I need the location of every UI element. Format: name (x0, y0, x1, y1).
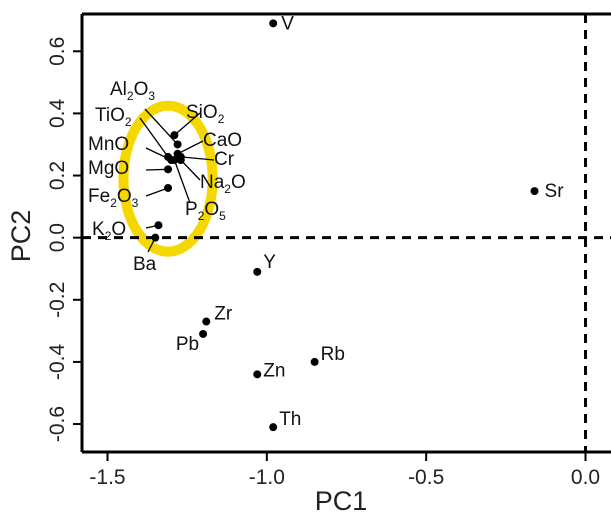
label-main-2: O (117, 186, 132, 207)
y-tick-label: -0.6 (46, 406, 69, 442)
label-main: V (281, 13, 294, 34)
label-main: Y (263, 252, 276, 273)
point-mgo (164, 165, 173, 174)
y-tick-label: 0.6 (46, 37, 69, 66)
point-k2o (154, 221, 163, 230)
leader-line-na2o (180, 159, 201, 181)
label-main-2: O (111, 219, 126, 240)
point-ba (151, 233, 160, 242)
label-subscript: 2 (125, 115, 132, 129)
label-subscript-2: 3 (132, 196, 139, 210)
label-subscript: 2 (127, 89, 134, 103)
leader-line-cr (180, 156, 215, 161)
leader-line-p2o5 (173, 159, 191, 204)
point-label-cao: CaO (203, 130, 242, 151)
point-zn (253, 370, 262, 379)
leader-line-sio2 (173, 112, 201, 136)
point-fe2o3 (164, 183, 173, 192)
point-th (269, 423, 278, 432)
x-tick-label: -1.0 (249, 466, 285, 489)
y-tick-label: 0.0 (46, 223, 69, 252)
point-label-v: V (281, 13, 294, 34)
label-main: Al (110, 79, 127, 100)
point-label-na2o: Na2O (200, 172, 246, 196)
x-tick-label: -1.5 (89, 466, 125, 489)
point-label-p2o5: P2O5 (185, 199, 226, 223)
label-main: Ba (133, 254, 157, 275)
point-label-mno: MnO (88, 134, 129, 155)
label-main: Zn (263, 360, 285, 381)
point-v (269, 19, 278, 28)
x-tick-label: -0.5 (408, 466, 444, 489)
label-subscript: 2 (198, 209, 205, 223)
label-subscript-2: 5 (219, 209, 226, 223)
point-label-fe2o3: Fe2O3 (88, 186, 139, 210)
label-main-2: O (204, 199, 219, 220)
y-tick-label: -0.2 (46, 282, 69, 318)
point-label-ba: Ba (133, 254, 157, 275)
label-main: Na (200, 172, 225, 193)
label-subscript-2: 3 (148, 89, 155, 103)
point-label-mgo: MgO (88, 158, 129, 179)
label-main: P (185, 199, 198, 220)
label-main: SiO (186, 102, 218, 123)
point-label-tio2: TiO2 (95, 105, 132, 129)
label-main-2: O (231, 172, 246, 193)
point-label-zn: Zn (263, 360, 285, 381)
leader-line-tio2 (139, 117, 169, 158)
point-label-th: Th (279, 409, 301, 430)
label-main: MgO (88, 158, 129, 179)
y-axis-title: PC2 (6, 210, 36, 263)
point-label-rb: Rb (321, 344, 345, 365)
x-tick-label: 0.0 (571, 466, 600, 489)
point-sr (530, 187, 539, 196)
point-label-k2o: K2O (92, 219, 126, 243)
point-y (253, 267, 262, 276)
label-main: Sr (545, 181, 565, 202)
point-al2o3 (173, 140, 182, 149)
point-label-zr: Zr (214, 304, 233, 325)
label-main: Th (279, 409, 301, 430)
leader-line-al2o3 (144, 108, 179, 145)
label-subscript: 2 (105, 229, 112, 243)
label-subscript: 2 (218, 112, 225, 126)
point-pb (199, 329, 208, 338)
point-label-al2o3: Al2O3 (110, 79, 155, 103)
point-label-y: Y (263, 252, 276, 273)
point-na2o (176, 156, 185, 164)
label-main: CaO (203, 130, 242, 151)
label-main: K (92, 219, 105, 240)
label-subscript: 2 (224, 182, 231, 196)
label-main: Fe (88, 186, 110, 207)
point-label-pb: Pb (176, 334, 199, 355)
y-tick-label: -0.4 (46, 344, 69, 381)
leader-line-cao (177, 140, 204, 155)
point-label-cr: Cr (214, 149, 235, 170)
y-tick-label: 0.2 (46, 161, 69, 190)
label-main: Rb (321, 344, 345, 365)
y-tick-label: 0.4 (46, 98, 69, 128)
point-label-sio2: SiO2 (186, 102, 225, 126)
label-main: MnO (88, 134, 129, 155)
label-main: Pb (176, 334, 199, 355)
point-p2o5 (170, 156, 179, 164)
label-main: Zr (214, 304, 233, 325)
label-main: TiO (95, 105, 125, 126)
point-zr (202, 317, 211, 326)
x-axis-title: PC1 (315, 486, 368, 516)
label-main: Cr (214, 149, 235, 170)
point-sio2 (170, 131, 179, 140)
point-rb (310, 357, 319, 366)
label-subscript: 2 (110, 196, 117, 210)
point-label-sr: Sr (545, 181, 565, 202)
label-main-2: O (134, 79, 149, 100)
highlight-ellipse (118, 100, 218, 257)
